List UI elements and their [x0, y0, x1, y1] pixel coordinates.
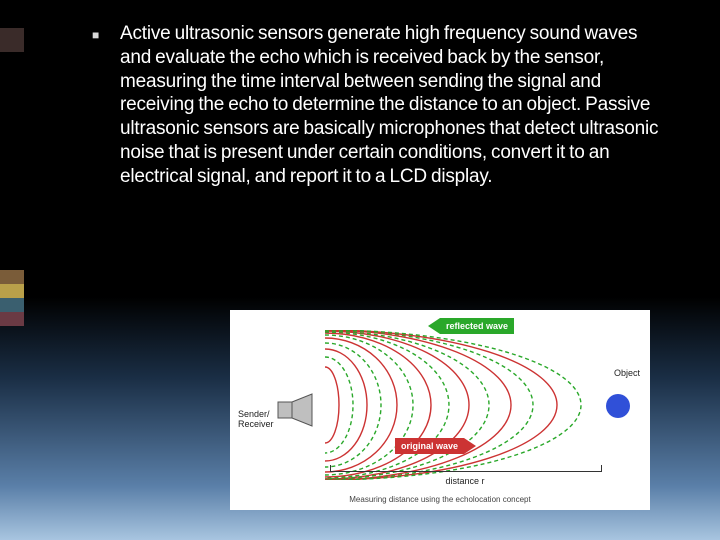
ultrasonic-diagram: reflected wave Sender/ Receiver Object o…	[230, 310, 650, 510]
original-wave-arc	[325, 349, 367, 461]
slide: ■ Active ultrasonic sensors generate hig…	[0, 0, 720, 540]
figure-caption: Measuring distance using the echolocatio…	[230, 495, 650, 504]
reflected-wave-arc	[325, 343, 381, 467]
accent-segment	[0, 284, 24, 298]
distance-bracket	[330, 465, 602, 472]
accent-segment	[0, 298, 24, 312]
sender-receiver-label: Sender/ Receiver	[238, 410, 274, 430]
accent-segment	[0, 270, 24, 284]
bullet-item: ■ Active ultrasonic sensors generate hig…	[92, 22, 667, 188]
reflected-wave-arc	[325, 331, 489, 479]
sender-label-2: Receiver	[238, 419, 274, 429]
wave-arcs	[325, 330, 605, 480]
distance-label: distance r	[330, 476, 600, 486]
left-accent-bar	[0, 0, 24, 540]
reflected-wave-arc	[325, 335, 413, 475]
object-icon	[604, 392, 632, 420]
bullet-marker-icon: ■	[92, 22, 120, 42]
sender-label-1: Sender/	[238, 409, 270, 419]
paragraph-text: Active ultrasonic sensors generate high …	[120, 22, 667, 188]
original-wave-arc	[325, 367, 339, 443]
object-label: Object	[614, 368, 640, 378]
accent-segment	[0, 312, 24, 326]
original-wave-arrow: original wave	[395, 438, 464, 454]
reflected-wave-arc	[325, 330, 533, 480]
original-wave-arc	[325, 338, 397, 472]
content-area: ■ Active ultrasonic sensors generate hig…	[92, 22, 667, 188]
speaker-icon	[276, 392, 320, 428]
original-wave-arc	[325, 330, 511, 480]
accent-segment	[0, 28, 24, 52]
reflected-wave-arc	[325, 330, 581, 480]
